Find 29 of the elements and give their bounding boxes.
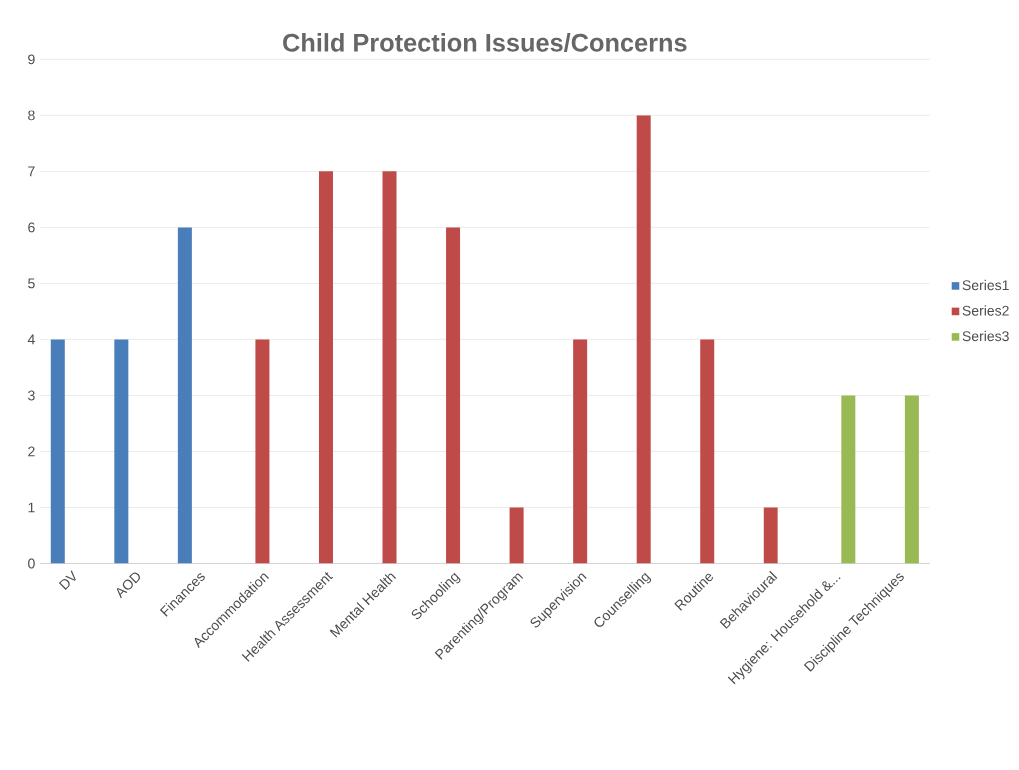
legend-label: Series3: [962, 331, 1009, 342]
bar: [50, 339, 65, 564]
y-tick-label: 4: [27, 334, 35, 345]
bar: [841, 395, 856, 564]
bar: [177, 227, 192, 564]
bar: [446, 227, 461, 564]
y-tick-label: 5: [28, 278, 35, 289]
y-tick-label: 3: [28, 390, 35, 401]
bar: [904, 395, 919, 564]
y-tick-label: 2: [28, 446, 35, 457]
y-tick-label: 9: [28, 54, 35, 65]
chart-title: Child Protection Issues/Concerns: [283, 33, 687, 53]
y-tick-label: 7: [28, 166, 35, 177]
bar: [114, 339, 129, 564]
y-tick-label: 8: [28, 110, 35, 121]
bar: [636, 115, 651, 564]
bar: [509, 507, 524, 564]
y-tick-label: 6: [28, 222, 35, 233]
bar: [318, 171, 333, 564]
bar: [573, 339, 588, 564]
bar: [763, 507, 778, 564]
y-tick-label: 0: [28, 558, 35, 569]
bar: [700, 339, 715, 564]
legend-label: Series1: [962, 280, 1009, 291]
x-tick-label: DV: [58, 570, 76, 591]
bar: [382, 171, 397, 564]
y-tick-label: 1: [28, 502, 35, 513]
bar: [255, 339, 270, 564]
legend-label: Series2: [962, 305, 1009, 316]
